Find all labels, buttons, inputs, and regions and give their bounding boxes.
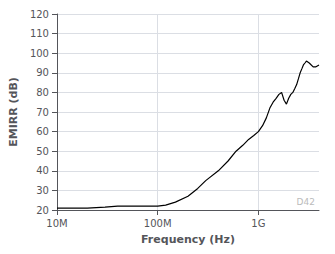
svg-text:1G: 1G	[251, 218, 265, 229]
svg-text:90: 90	[36, 67, 49, 78]
svg-text:40: 40	[36, 165, 49, 176]
svg-text:70: 70	[36, 107, 49, 118]
svg-text:EMIRR (dB): EMIRR (dB)	[7, 77, 20, 147]
svg-text:100: 100	[30, 48, 49, 59]
svg-text:Frequency (Hz): Frequency (Hz)	[141, 233, 235, 246]
svg-text:120: 120	[30, 9, 49, 20]
svg-text:80: 80	[36, 87, 49, 98]
svg-text:10M: 10M	[46, 218, 67, 229]
svg-text:D42: D42	[297, 197, 315, 207]
svg-text:50: 50	[36, 146, 49, 157]
svg-text:110: 110	[30, 28, 49, 39]
svg-text:100M: 100M	[144, 218, 172, 229]
svg-text:20: 20	[36, 205, 49, 216]
svg-text:30: 30	[36, 185, 49, 196]
svg-text:60: 60	[36, 126, 49, 137]
